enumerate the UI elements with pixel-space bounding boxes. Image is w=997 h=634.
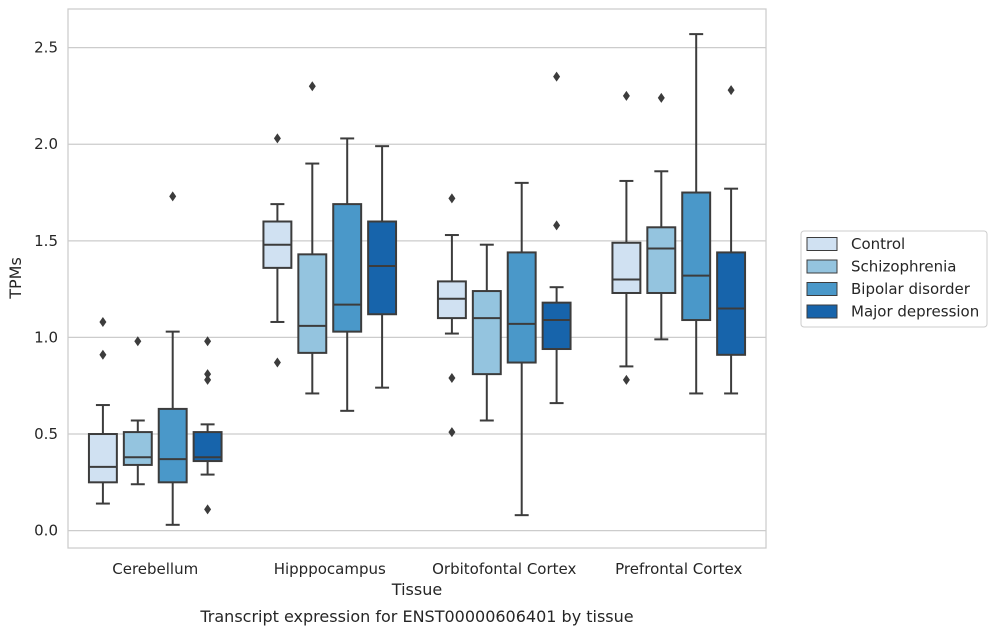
box-control — [262, 133, 293, 368]
y-axis-label: TPMs — [6, 257, 25, 300]
box-iqr — [611, 241, 642, 294]
legend-frame — [800, 230, 988, 328]
box-control — [87, 316, 118, 505]
box-major-depression — [716, 85, 747, 395]
outlier-point — [169, 191, 177, 202]
outlier-point — [448, 427, 456, 438]
box-schizophrenia — [471, 243, 502, 422]
y-tick-label: 1.0 — [34, 328, 58, 346]
box-bipolar-disorder — [681, 33, 712, 395]
outlier-point — [553, 71, 561, 82]
legend-swatch — [806, 304, 838, 319]
box-iqr — [471, 290, 502, 376]
box-control — [436, 193, 467, 438]
outlier-point — [622, 90, 630, 101]
outlier-point — [657, 92, 665, 103]
outlier-point — [273, 133, 281, 144]
box-iqr — [716, 251, 747, 356]
outlier-point — [448, 193, 456, 204]
x-tick-label: Orbitofontal Cortex — [432, 560, 576, 578]
box-iqr — [367, 220, 398, 316]
box-schizophrenia — [122, 336, 153, 486]
x-tick-label: Cerebellum — [112, 560, 198, 578]
outlier-point — [727, 85, 735, 96]
box-major-depression — [541, 71, 572, 405]
y-tick-label: 2.5 — [34, 39, 58, 57]
y-tick-labels: 0.0 0.5 1.0 1.5 2.0 2.5 — [34, 39, 58, 540]
y-tick-label: 1.5 — [34, 232, 58, 250]
outlier-point — [448, 372, 456, 383]
box-iqr — [157, 407, 188, 484]
legend-swatch — [806, 282, 838, 296]
legend: Control Schizophrenia Bipolar disorder Majo… — [800, 230, 988, 328]
box-schizophrenia — [297, 81, 328, 395]
box-bipolar-disorder — [332, 137, 363, 412]
box-iqr — [122, 431, 153, 466]
box-iqr — [506, 251, 537, 364]
outlier-point — [622, 374, 630, 385]
outlier-point — [204, 374, 212, 385]
box-control — [611, 90, 642, 385]
legend-label: Control — [851, 235, 905, 253]
outlier-point — [204, 369, 212, 380]
box-iqr — [541, 301, 572, 351]
y-tick-label: 0.0 — [34, 522, 58, 540]
outlier-point — [99, 349, 107, 360]
box-iqr — [681, 191, 712, 322]
y-tick-label: 2.0 — [34, 135, 58, 153]
x-tick-label: Prefrontal Cortex — [615, 560, 742, 578]
box-iqr — [332, 203, 363, 333]
plot-frame — [67, 8, 767, 549]
box-schizophrenia — [646, 92, 677, 341]
x-tick-labels: Cerebellum Hipppocampus Orbitofontal Corte… — [112, 560, 742, 578]
x-axis-label: Tissue — [391, 580, 442, 599]
box-major-depression — [367, 145, 398, 389]
outlier-point — [273, 357, 281, 368]
outlier-point — [308, 81, 316, 92]
box-iqr — [297, 253, 328, 354]
legend-label: Bipolar disorder — [851, 280, 971, 298]
box-major-depression — [192, 336, 223, 515]
box-bipolar-disorder — [157, 191, 188, 526]
box-plot-marks — [87, 33, 747, 526]
outlier-point — [553, 220, 561, 231]
box-bipolar-disorder — [506, 181, 537, 517]
legend-label: Schizophrenia — [851, 258, 956, 276]
legend-swatch — [806, 259, 838, 274]
outlier-point — [204, 504, 212, 515]
outlier-point — [204, 336, 212, 347]
legend-swatch — [806, 237, 838, 251]
outlier-point — [134, 336, 142, 347]
y-tick-label: 0.5 — [34, 425, 58, 443]
outlier-point — [99, 316, 107, 327]
x-tick-label: Hipppocampus — [274, 560, 386, 578]
box-iqr — [646, 226, 677, 294]
chart-caption: Transcript expression for ENST0000060640… — [199, 607, 633, 626]
box-iqr — [87, 433, 118, 484]
legend-label: Major depression — [851, 303, 979, 321]
